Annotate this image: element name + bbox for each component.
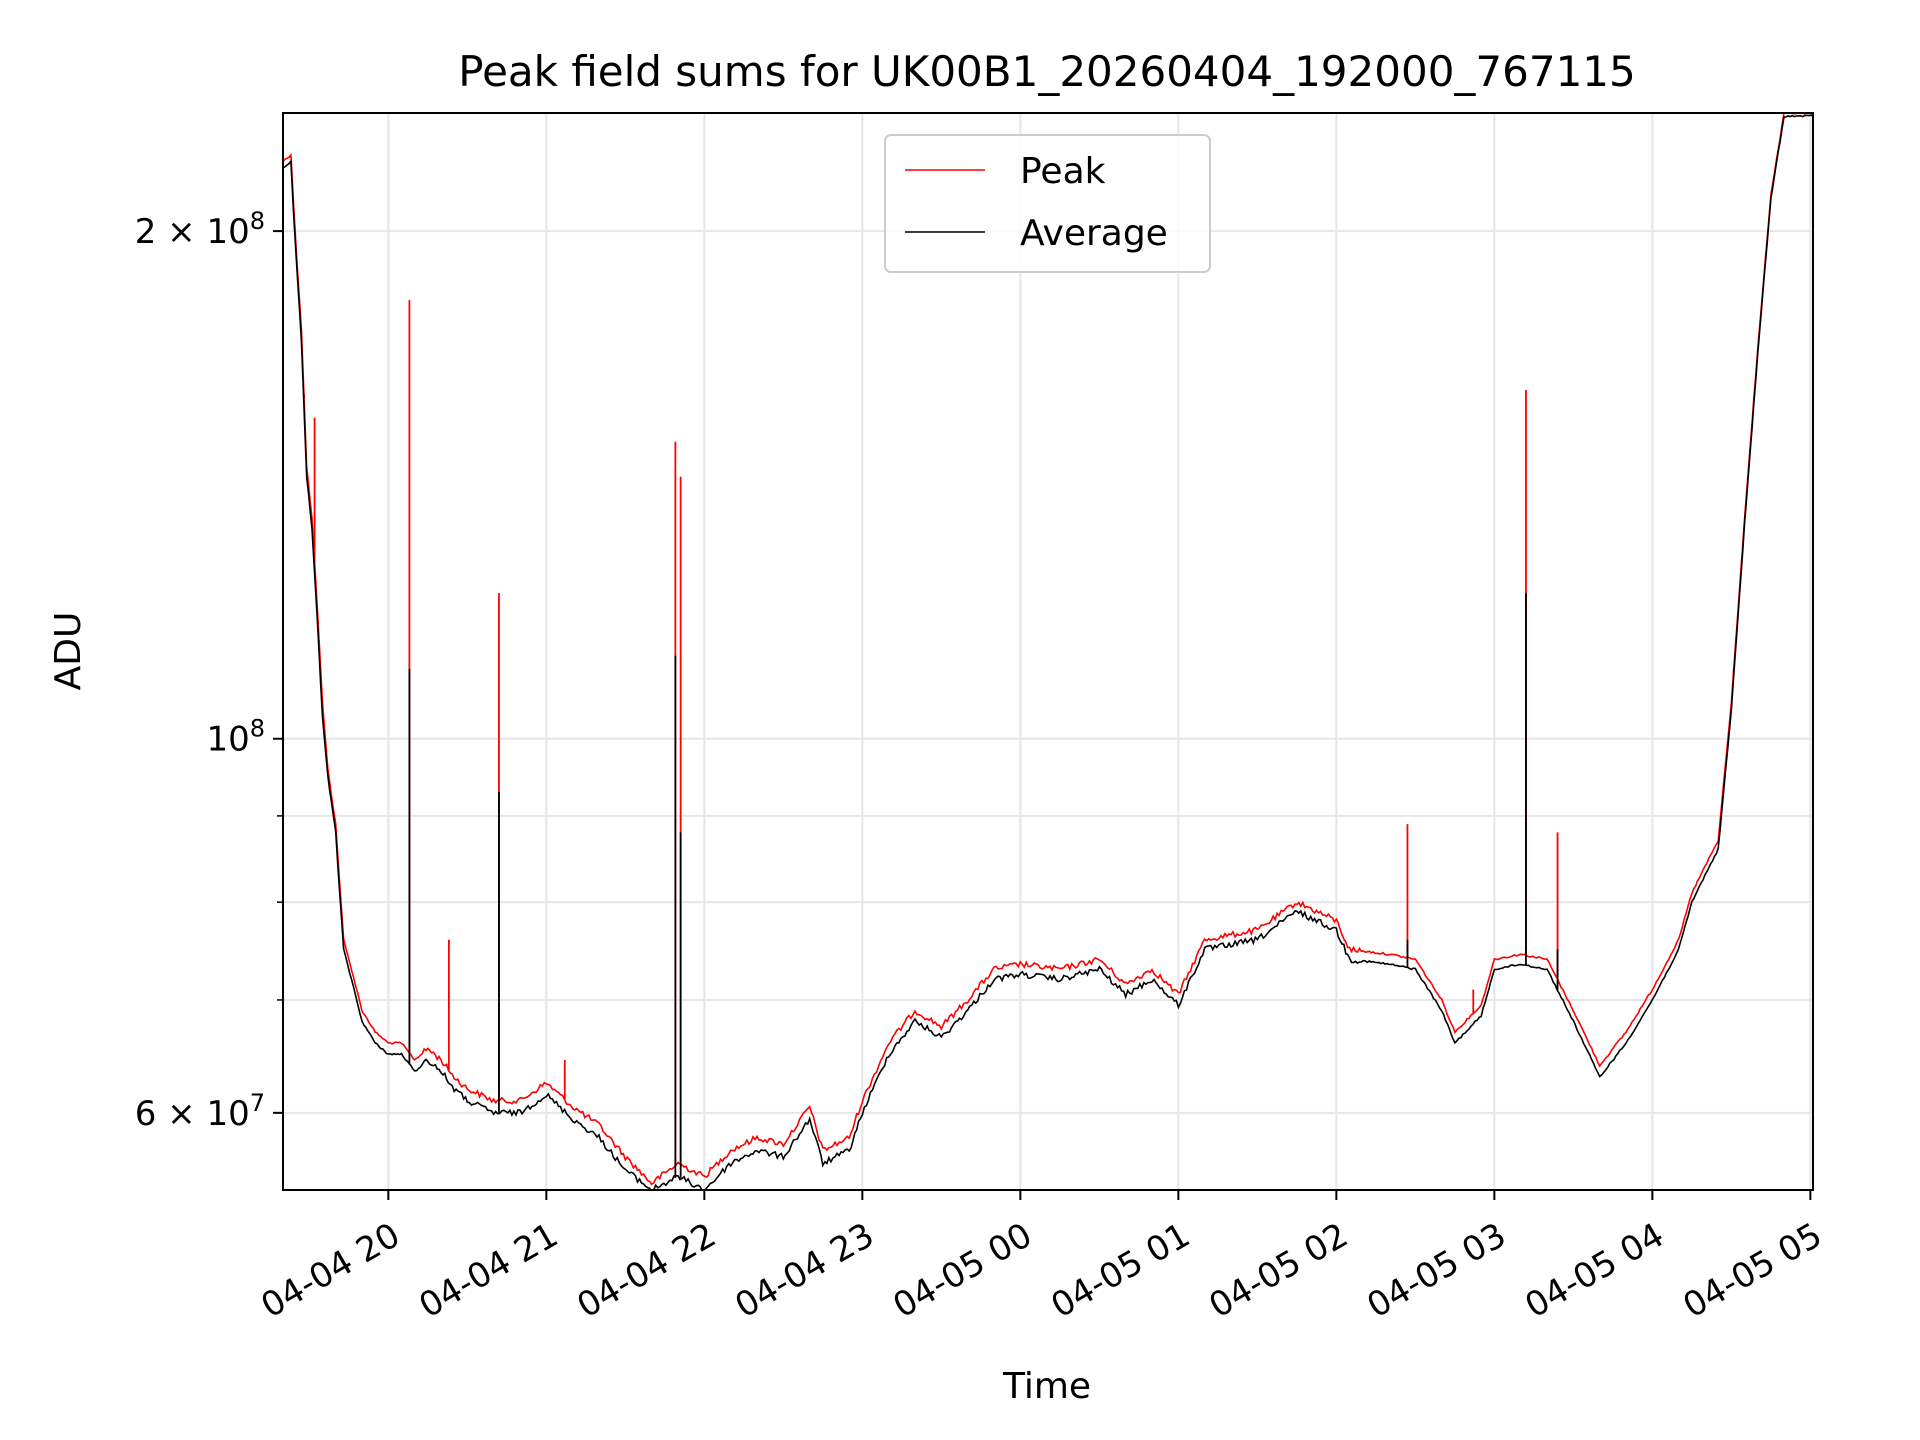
y-axis-title: ADU bbox=[48, 612, 89, 691]
y-tick-label: 6 × 107 bbox=[135, 1089, 265, 1134]
series-layer bbox=[283, 113, 1813, 1190]
x-axis-title: Time bbox=[1002, 1366, 1091, 1407]
y-tick-label: 108 bbox=[206, 715, 265, 760]
series-line-peak bbox=[283, 113, 1813, 1186]
y-axis: 6 × 107 108 2 × 108 bbox=[135, 207, 283, 1134]
grid bbox=[283, 113, 1813, 1190]
y-tick-label: 2 × 108 bbox=[135, 207, 265, 252]
legend-label-peak: Peak bbox=[1020, 151, 1106, 192]
legend-label-average: Average bbox=[1020, 213, 1168, 254]
plot-frame bbox=[282, 112, 1814, 1191]
legend: Peak Average bbox=[884, 134, 1211, 273]
series-line-average bbox=[283, 114, 1813, 1190]
chart-title: Peak field sums for UK00B1_20260404_1920… bbox=[458, 47, 1636, 96]
